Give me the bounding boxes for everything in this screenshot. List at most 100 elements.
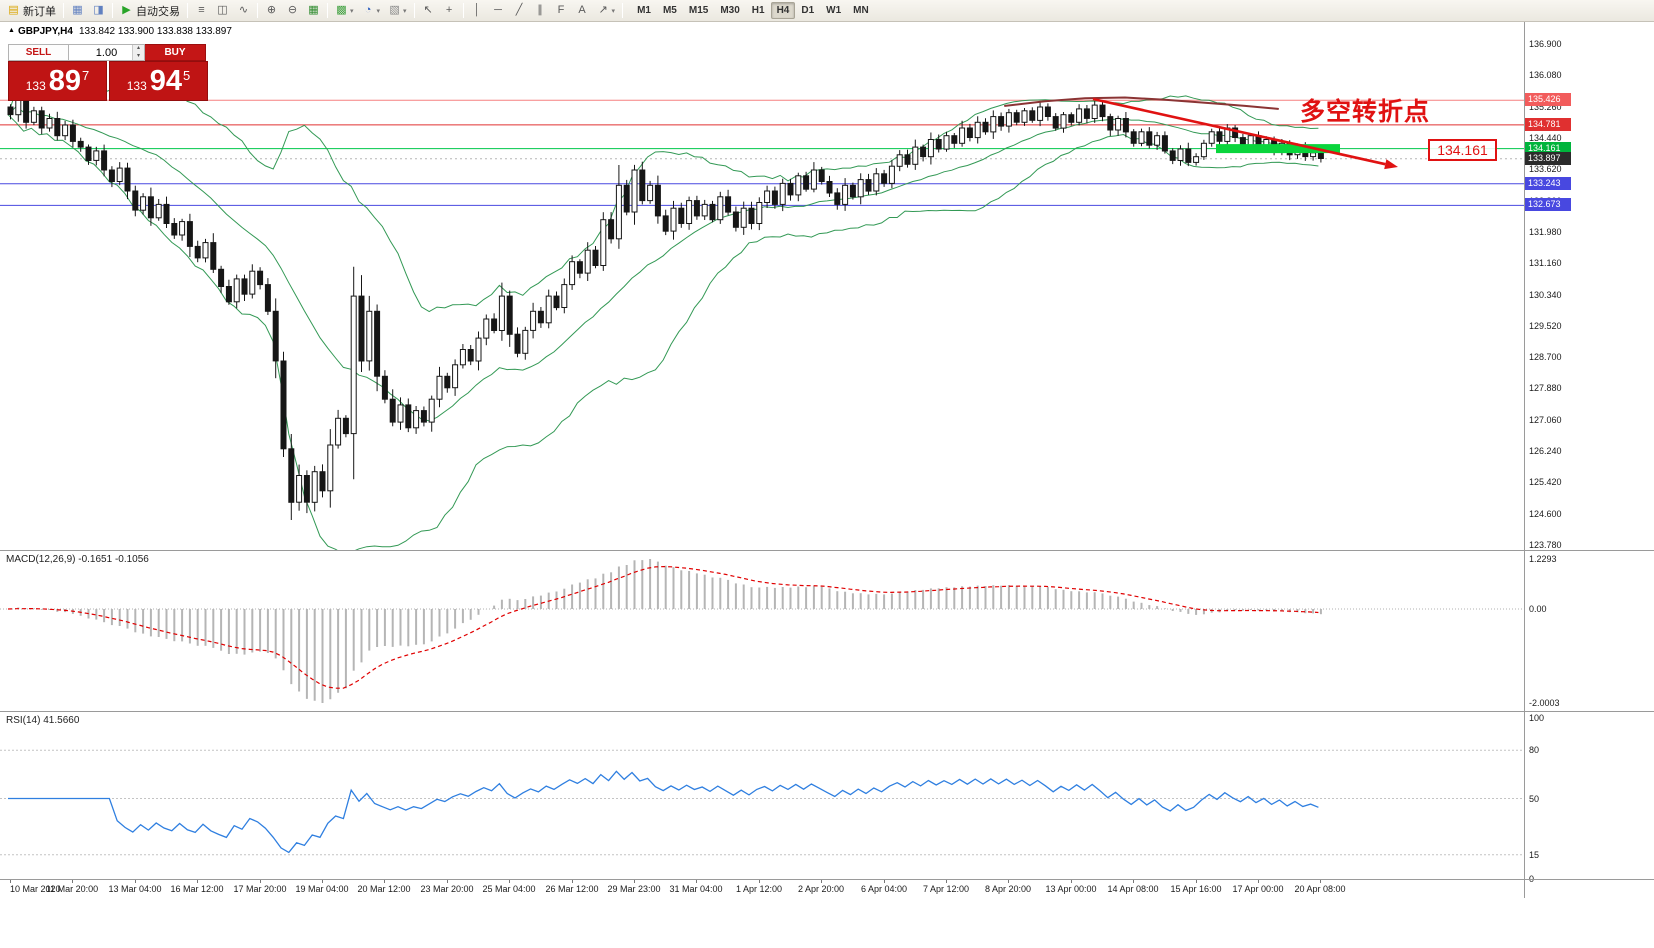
macd-axis-label: 1.2293 [1529,554,1557,564]
buy-price-button[interactable]: 133 94 5 [109,61,208,101]
support-highlight-bar[interactable] [1216,144,1340,154]
price-callout-box[interactable]: 134.161 [1428,139,1497,161]
turning-point-annotation[interactable]: 多空转折点 [1300,98,1431,126]
rsi-axis-label: 50 [1529,794,1540,804]
new-chart-button[interactable]: ▩ ▾ [331,2,358,20]
fibonacci-button[interactable]: F [551,2,572,20]
collapse-arrow-icon[interactable]: ▲ [8,27,15,34]
new-order-button[interactable]: ▤ 新订单 [3,2,60,20]
timeframe-mn[interactable]: MN [853,5,869,16]
trade-panel-header-row: SELL 1.00 ▴ ▾ BUY [8,44,208,61]
toolbar-separator [63,3,64,18]
time-axis[interactable]: 10 Mar 2020 11 Mar 20:00 13 Mar 04:00 16 Ma… [0,880,1654,898]
macd-name: MACD(12,26,9) [6,554,76,565]
toolbar-separator [187,3,188,18]
time-tick [696,880,697,883]
panel-divider[interactable] [0,711,1654,712]
time-tick [1258,880,1259,883]
sell-price-pips: 89 [48,64,82,97]
sell-price-major: 133 [25,79,46,93]
time-tick [634,880,635,883]
time-axis-label: 7 Apr 12:00 [922,884,970,894]
volume-up-icon[interactable]: ▴ [133,45,144,53]
horizontal-line-icon: ─ [494,4,502,16]
volume-spin-buttons: ▴ ▾ [132,45,144,60]
macd-signal-line [7,565,1319,689]
timeframe-m15[interactable]: M15 [688,5,709,16]
panel-divider [0,879,1654,880]
time-tick [572,880,573,883]
line-chart-button[interactable]: ∿ [233,2,254,20]
time-axis-label: 13 Apr 00:00 [1045,884,1097,894]
macd-indicator-chart[interactable] [0,551,1524,711]
crosshair-icon: + [445,4,453,16]
fibonacci-icon: F [557,4,565,16]
autotrading-button[interactable]: ▶ 自动交易 [116,2,184,20]
panel-divider[interactable] [0,550,1654,551]
sell-label[interactable]: SELL [8,44,69,61]
timeframe-m1[interactable]: M1 [637,5,651,16]
time-tick [509,880,510,883]
time-axis-label: 31 Mar 04:00 [669,884,723,894]
price-chart[interactable] [0,22,1524,550]
rsi-indicator-chart[interactable] [0,712,1524,879]
vertical-line-button[interactable]: │ [467,2,488,20]
ohlc-readout: 133.842 133.900 133.838 133.897 [78,26,232,37]
timeframe-h1[interactable]: H1 [751,5,765,16]
buy-label[interactable]: BUY [145,44,206,61]
price-axis-label: 130.340 [1529,290,1562,300]
chart-window-button[interactable]: ▦ [67,2,88,20]
zoom-in-icon: ⊕ [266,4,277,16]
volume-spinner[interactable]: 1.00 ▴ ▾ [69,44,145,61]
arrows-tool-button[interactable]: ↗ ▾ [593,2,620,20]
candlestick-chart-icon: ◫ [217,4,228,16]
toolbar-separator [413,3,415,18]
macd-axis-label: -2.0003 [1529,698,1560,708]
zoom-in-button[interactable]: ⊕ [261,2,282,20]
trendline-icon: ╱ [515,4,523,16]
timeframe-m30[interactable]: M30 [720,5,740,16]
price-axis-label: 128.700 [1529,352,1562,362]
timeframe-d1[interactable]: D1 [801,5,815,16]
sell-price-button[interactable]: 133 89 7 [8,61,107,101]
price-axis-label: 127.060 [1529,415,1562,425]
equidistant-channel-button[interactable]: ∥ [530,2,551,20]
time-axis-label: 14 Apr 08:00 [1107,884,1159,894]
price-axis-label: 133.620 [1529,164,1562,174]
timeframe-m5[interactable]: M5 [662,5,677,16]
volume-value[interactable]: 1.00 [95,46,118,59]
timeframe-h4[interactable]: H4 [770,2,796,19]
price-tag-133.897: 133.897 [1525,152,1571,165]
bar-chart-button[interactable]: ≡ [191,2,212,20]
time-tick [10,880,11,883]
price-tag-132.673: 132.673 [1525,198,1571,211]
period-menu-button[interactable]: ◔ ▾ [358,2,385,20]
zoom-out-icon: ⊖ [287,4,298,16]
time-axis-label: 15 Apr 16:00 [1170,884,1222,894]
autotrading-icon: ▶ [122,4,131,16]
toolbar-separator [622,3,624,18]
text-label-button[interactable]: A [572,2,593,20]
crosshair-button[interactable]: + [439,2,460,20]
zoom-out-button[interactable]: ⊖ [282,2,303,20]
volume-down-icon[interactable]: ▾ [133,52,144,60]
time-tick [1320,880,1321,883]
horizontal-line-button[interactable]: ─ [488,2,509,20]
time-axis-label: 17 Mar 20:00 [233,884,287,894]
toolbar-separator [327,3,328,18]
price-tag-134.781: 134.781 [1525,118,1571,131]
price-axis-label: 136.900 [1529,39,1562,49]
cursor-button[interactable]: ↖ [418,2,439,20]
candlestick-chart-button[interactable]: ◫ [212,2,233,20]
profiles-button[interactable]: ◨ [88,2,109,20]
trendline-button[interactable]: ╱ [509,2,530,20]
downtrend-arrow[interactable] [1092,97,1398,170]
autotrading-label: 自动交易 [136,5,180,18]
price-axis-label: 135.260 [1529,102,1562,112]
timeframe-w1[interactable]: W1 [826,5,842,16]
tile-windows-button[interactable]: ▦ [303,2,324,20]
indicators-menu-button[interactable]: ▧ ▾ [384,2,411,20]
time-tick [884,880,885,883]
vertical-line-icon: │ [473,4,481,16]
price-axis[interactable]: 136.900136.080135.260134.440133.620132.8… [1526,0,1654,948]
